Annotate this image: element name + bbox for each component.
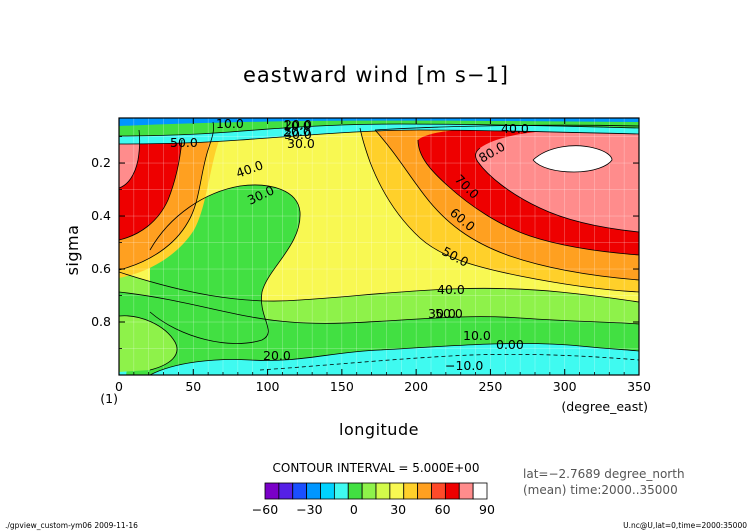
y-extra-label: (1)	[100, 391, 118, 406]
x-tick-label: 350	[627, 379, 651, 394]
colorbar-swatch	[278, 482, 294, 500]
colorbar-swatch	[333, 482, 349, 500]
colorbar-swatch	[375, 482, 391, 500]
contour-label: 20.0	[284, 117, 312, 132]
band-lightgreen-left	[119, 315, 178, 372]
contour-line	[119, 123, 639, 137]
contour-label: 40.0	[437, 282, 465, 297]
colorbar-tick-label: −60	[252, 502, 278, 517]
x-tick-label: 300	[553, 379, 577, 394]
colorbar-swatch	[264, 482, 280, 500]
contour-line	[374, 129, 639, 281]
y-axis: 0.2 0.4 0.6 0.8	[91, 136, 639, 376]
colorbar	[264, 482, 488, 500]
colorbar-tick-label: 60	[435, 502, 451, 517]
contour-line	[119, 129, 141, 189]
contour-line-dashed	[259, 353, 639, 371]
band-top-green	[119, 118, 639, 136]
colorbar-swatch	[444, 482, 460, 500]
colorbar-tick-label: −30	[296, 502, 322, 517]
contour-label: 10.0	[463, 328, 491, 343]
colorbar-swatch	[292, 482, 308, 500]
contour-line	[149, 343, 639, 375]
x-tick-label: 200	[404, 379, 428, 394]
contour-fills	[119, 118, 639, 375]
contour-lines	[119, 121, 639, 375]
colorbar-tick-label: 0	[350, 502, 358, 517]
contour-line	[119, 139, 183, 241]
contour-line	[149, 184, 301, 344]
band-top-blue	[119, 118, 639, 126]
contour-label: 30.0	[287, 136, 315, 151]
contour-line	[119, 121, 215, 271]
colorbar-swatch	[458, 482, 474, 500]
info-time: (mean) time:2000..35000	[523, 483, 678, 497]
plot-frame	[118, 117, 640, 376]
contour-label: 30.0	[284, 127, 312, 142]
plot-grid	[119, 118, 639, 375]
chart-title: eastward wind [m s−1]	[243, 63, 509, 87]
band-pink-left	[119, 130, 140, 188]
y-tick-label: 0.2	[91, 155, 111, 170]
contour-label: −10.0	[445, 358, 483, 373]
contour-line	[475, 147, 639, 233]
y-tick-label: 0.6	[91, 261, 111, 276]
contour-line	[119, 315, 178, 371]
colorbar-swatch	[417, 482, 432, 500]
y-axis-label: sigma	[63, 225, 82, 276]
contour-label: 10.0	[283, 118, 311, 133]
x-tick-label: 50	[185, 379, 201, 394]
colorbar-swatch	[403, 482, 419, 500]
plot-area: 10.0 10.0 20.0 30.0 40.0 50.0 30.0 40.0 …	[119, 116, 639, 375]
contour-label: 50.0	[170, 135, 198, 150]
contour-label: 30.0	[428, 306, 456, 321]
colorbar-swatch	[347, 482, 363, 500]
contour-line	[119, 271, 639, 303]
colorbar-swatch	[361, 482, 377, 500]
x-axis-label: longitude	[339, 420, 419, 439]
x-tick-label: 0	[115, 379, 123, 394]
contour-line	[532, 145, 613, 173]
band-cyan-bottom	[150, 343, 639, 375]
footer-left: ./gpview_custom-ym06 2009-11-16	[5, 521, 138, 530]
contour-label: 20.0	[283, 124, 311, 139]
contour-line	[119, 291, 639, 325]
contour-label: 10.0	[216, 116, 244, 131]
x-tick-label: 100	[256, 379, 280, 394]
contour-line	[374, 124, 639, 131]
contour-line	[417, 139, 639, 256]
contour-interval-text: CONTOUR INTERVAL = 5.000E+00	[273, 461, 480, 475]
info-latitude: lat=−2.7689 degree_north	[523, 467, 685, 481]
contour-label: 50.0	[435, 306, 463, 321]
contour-label: 0.00	[496, 337, 524, 352]
footer-right: U.nc@U,lat=0,time=2000:35000	[623, 521, 747, 530]
colorbar-tick-label: 30	[390, 502, 406, 517]
contour-label: 40.0	[501, 121, 529, 136]
colorbar-swatch	[472, 482, 488, 500]
colorbar-tick-label: 90	[479, 502, 495, 517]
x-unit-label: (degree_east)	[561, 399, 648, 414]
contour-line	[359, 127, 639, 293]
contour-line	[119, 129, 639, 145]
colorbar-ticks: −60 −30 0 30 60 90	[252, 502, 495, 517]
colorbar-swatch	[389, 482, 405, 500]
colorbar-swatch	[320, 482, 335, 500]
x-tick-label: 150	[330, 379, 354, 394]
y-tick-label: 0.8	[91, 314, 111, 329]
contour-label: 20.0	[263, 348, 291, 363]
x-tick-label: 250	[478, 379, 502, 394]
y-tick-label: 0.4	[91, 208, 111, 223]
colorbar-swatch	[431, 482, 446, 500]
colorbar-swatch	[306, 482, 321, 500]
band-white-core	[533, 145, 612, 172]
x-axis: 0 50 100 150 200 250 300 350	[115, 118, 651, 394]
